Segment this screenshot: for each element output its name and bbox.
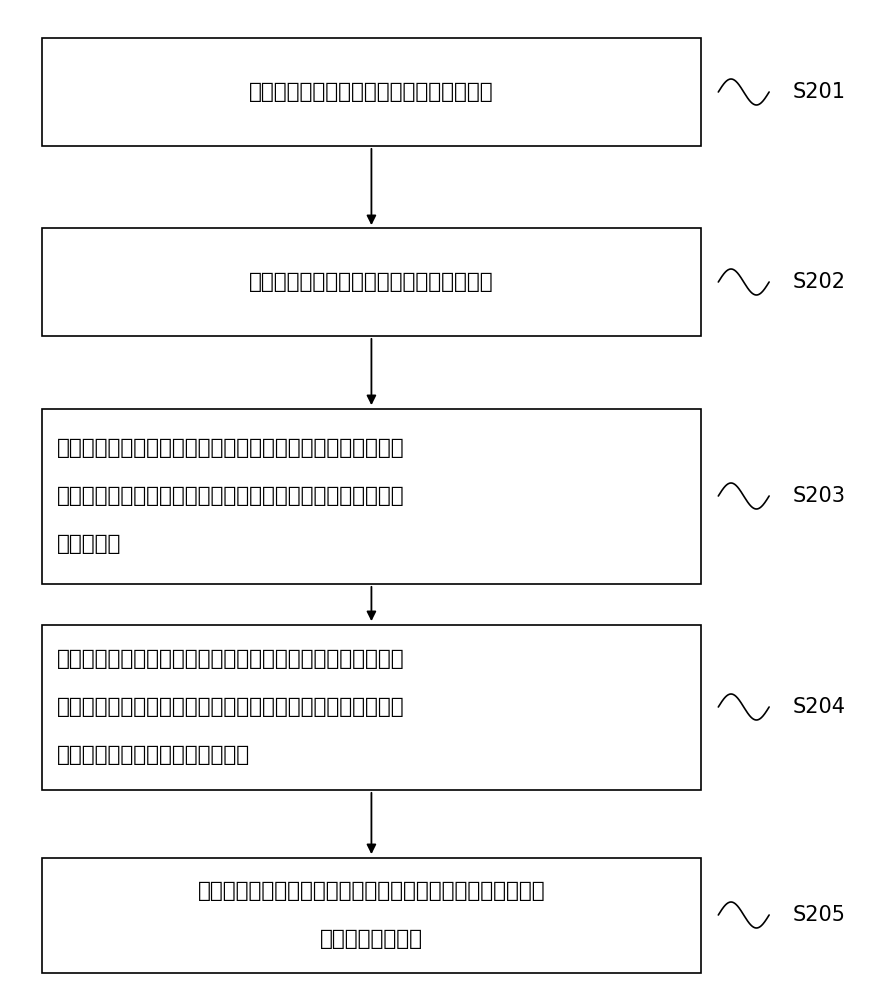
Text: S204: S204 (793, 697, 846, 717)
Text: 力数据的安全防控: 力数据的安全防控 (320, 929, 423, 949)
Text: 根据数据集合，确定多源电力数据的置信度: 根据数据集合，确定多源电力数据的置信度 (249, 272, 494, 292)
Text: 获取约束条件，并确定满足约束条件与目标函数的电力物联网: 获取约束条件，并确定满足约束条件与目标函数的电力物联网 (57, 649, 405, 669)
Bar (42, 857, 701, 972)
Text: S201: S201 (793, 82, 846, 102)
Text: 控制电力物联网传输目标传输信息量的数据，以实现对多源电: 控制电力物联网传输目标传输信息量的数据，以实现对多源电 (198, 881, 545, 901)
Bar (42, 38, 701, 146)
Text: 的目标传输信息量，约束条件用于约束多源电力数据，目标传: 的目标传输信息量，约束条件用于约束多源电力数据，目标传 (57, 697, 405, 717)
Text: 根据置信度，确定目标函数，目标函数为实现电力物联网的多: 根据置信度，确定目标函数，目标函数为实现电力物联网的多 (57, 438, 405, 458)
Text: 获取电力物联网的多源电力数据的数据集合: 获取电力物联网的多源电力数据的数据集合 (249, 82, 494, 102)
Text: 输信息量表征数据集合的子集个数: 输信息量表征数据集合的子集个数 (57, 745, 250, 765)
Bar (42, 408, 701, 584)
Text: S203: S203 (793, 486, 846, 506)
Bar (42, 624, 701, 790)
Text: S205: S205 (793, 905, 846, 925)
Bar (42, 228, 701, 336)
Text: 的安全等级: 的安全等级 (57, 534, 121, 554)
Text: S202: S202 (793, 272, 846, 292)
Text: 源电力数据的置信度最大化的函数，置信度表征多源电力数据: 源电力数据的置信度最大化的函数，置信度表征多源电力数据 (57, 486, 405, 506)
